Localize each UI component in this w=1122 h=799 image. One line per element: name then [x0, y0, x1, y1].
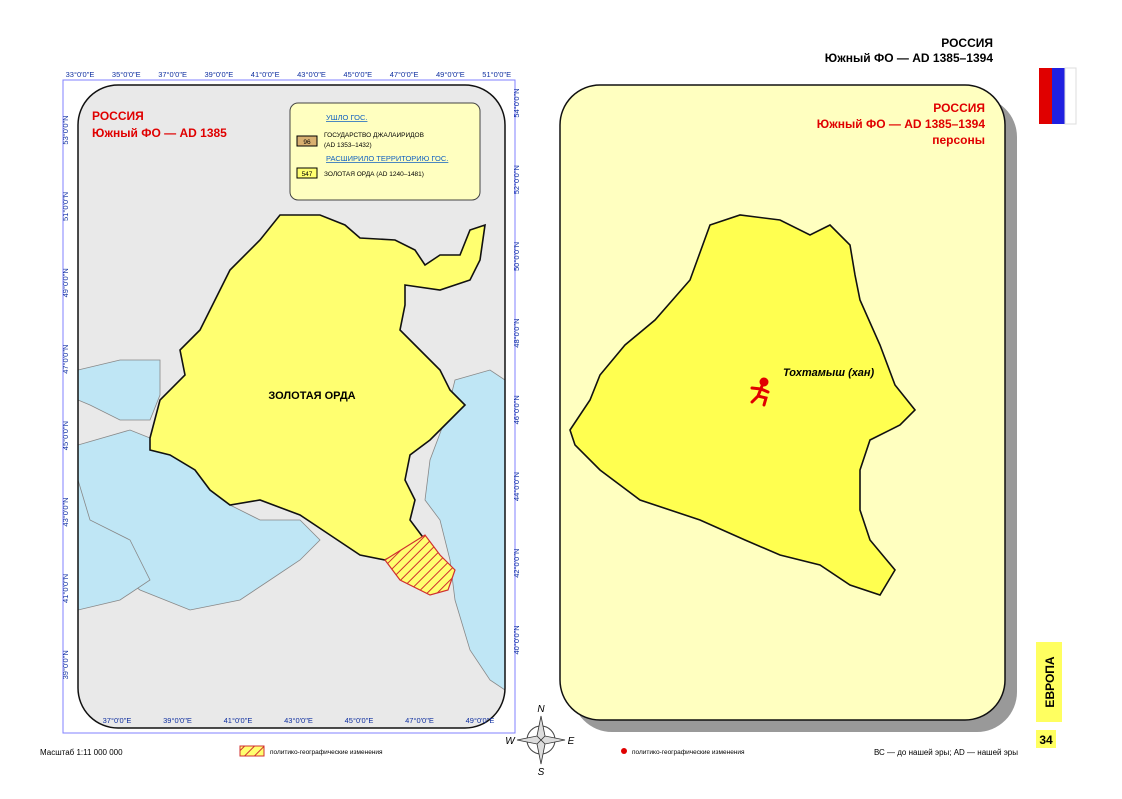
lat-label: 40°0'0"N [512, 625, 521, 654]
hatch-legend: политико-географические изменения [270, 749, 383, 756]
coord-ticks: 33°0'0"E 35°0'0"E 37°0'0"E 39°0'0"E 41°0'0"E… [61, 70, 521, 725]
right-section: персоны [932, 133, 985, 147]
lon-label: 47°0'0"E [390, 70, 419, 79]
lon-label: 51°0'0"E [482, 70, 511, 79]
lat-label: 53°0'0"N [61, 115, 70, 144]
lat-label: 41°0'0"N [61, 574, 70, 603]
page-tab [1036, 730, 1056, 748]
golden-horde-area [149, 214, 486, 561]
left-map-border [77, 84, 506, 729]
lat-label: 50°0'0"N [512, 242, 521, 271]
era-note: ВС — до нашей эры; AD — нашей эры [874, 748, 1018, 757]
lon-label: 37°0'0"E [103, 716, 132, 725]
scale: Масштаб 1:11 000 000 [40, 748, 123, 757]
lon-label: 35°0'0"E [112, 70, 141, 79]
region-label: ЗОЛОТАЯ ОРДА [268, 390, 355, 402]
lon-label: 49°0'0"E [436, 70, 465, 79]
legend-badge-text: 547 [302, 171, 313, 178]
lat-label: 46°0'0"N [512, 395, 521, 424]
compass-s: S [538, 767, 545, 778]
lat-label: 48°0'0"N [512, 318, 521, 347]
lat-label: 45°0'0"N [61, 421, 70, 450]
coord-frame [62, 79, 516, 734]
lat-label: 44°0'0"N [512, 472, 521, 501]
left-map [78, 85, 505, 728]
lat-label: 39°0'0"N [61, 650, 70, 679]
legend-box [289, 102, 481, 201]
legend-badge [296, 167, 318, 179]
sidebar-region: ЕВРОПА [1043, 656, 1057, 707]
header-subtitle: Южный ФО — AD 1385–1394 [825, 51, 994, 65]
sea-of-azov [78, 359, 161, 421]
right-subtitle: Южный ФО — AD 1385–1394 [817, 117, 986, 131]
legend-heading: РАСШИРИЛО ТЕРРИТОРИЮ ГОС. [326, 154, 448, 163]
lat-label: 49°0'0"N [61, 268, 70, 297]
flag-white [1064, 67, 1077, 125]
lat-label: 47°0'0"N [61, 345, 70, 374]
dot-swatch [621, 748, 627, 754]
hatch-swatch [239, 745, 265, 757]
lon-label: 37°0'0"E [158, 70, 187, 79]
lat-label: 42°0'0"N [512, 549, 521, 578]
compass: N W E S [505, 704, 574, 778]
sea [78, 479, 151, 611]
header-country: РОССИЯ [941, 36, 993, 50]
horde-area [569, 214, 917, 596]
lat-label: 52°0'0"N [512, 165, 521, 194]
sidebar-tab [1036, 642, 1062, 722]
lon-label: 45°0'0"E [345, 716, 374, 725]
lat-label: 51°0'0"N [61, 192, 70, 221]
lon-label: 43°0'0"E [297, 70, 326, 79]
lon-label: 33°0'0"E [66, 70, 95, 79]
lon-label: 39°0'0"E [163, 716, 192, 725]
flag-red [1039, 68, 1052, 124]
compass-w: W [505, 736, 516, 747]
lon-label: 45°0'0"E [343, 70, 372, 79]
compass-n: N [537, 704, 545, 715]
legend-item: ЗОЛОТАЯ ОРДА (AD 1240–1481) [324, 171, 424, 178]
legend-item: (AD 1353–1432) [324, 142, 372, 149]
right-title: РОССИЯ [933, 101, 985, 115]
left-title: РОССИЯ [92, 109, 144, 123]
lon-label: 41°0'0"E [251, 70, 280, 79]
person-icon [750, 377, 770, 407]
lon-label: 47°0'0"E [405, 716, 434, 725]
flag-blue [1052, 68, 1065, 124]
legend-item: ГОСУДАРСТВО ДЖАЛАИРИДОВ [324, 132, 424, 139]
caspian-sea [424, 369, 505, 691]
legend-badge-text: 96 [303, 139, 311, 146]
dot-legend: политико-географические изменения [632, 749, 745, 756]
compass-e: E [568, 736, 575, 747]
lat-label: 43°0'0"N [61, 497, 70, 526]
changed-area [384, 534, 456, 596]
left-subtitle: Южный ФО — AD 1385 [92, 126, 227, 140]
lon-label: 39°0'0"E [205, 70, 234, 79]
lon-label: 49°0'0"E [466, 716, 495, 725]
legend-badge [296, 135, 318, 147]
lat-label: 54°0'0"N [512, 88, 521, 117]
lon-label: 41°0'0"E [224, 716, 253, 725]
lon-label: 43°0'0"E [284, 716, 313, 725]
page-number: 34 [1039, 733, 1053, 747]
person-label: Тохтамыш (хан) [783, 367, 875, 379]
legend-heading: УШЛО ГОС. [326, 113, 367, 122]
